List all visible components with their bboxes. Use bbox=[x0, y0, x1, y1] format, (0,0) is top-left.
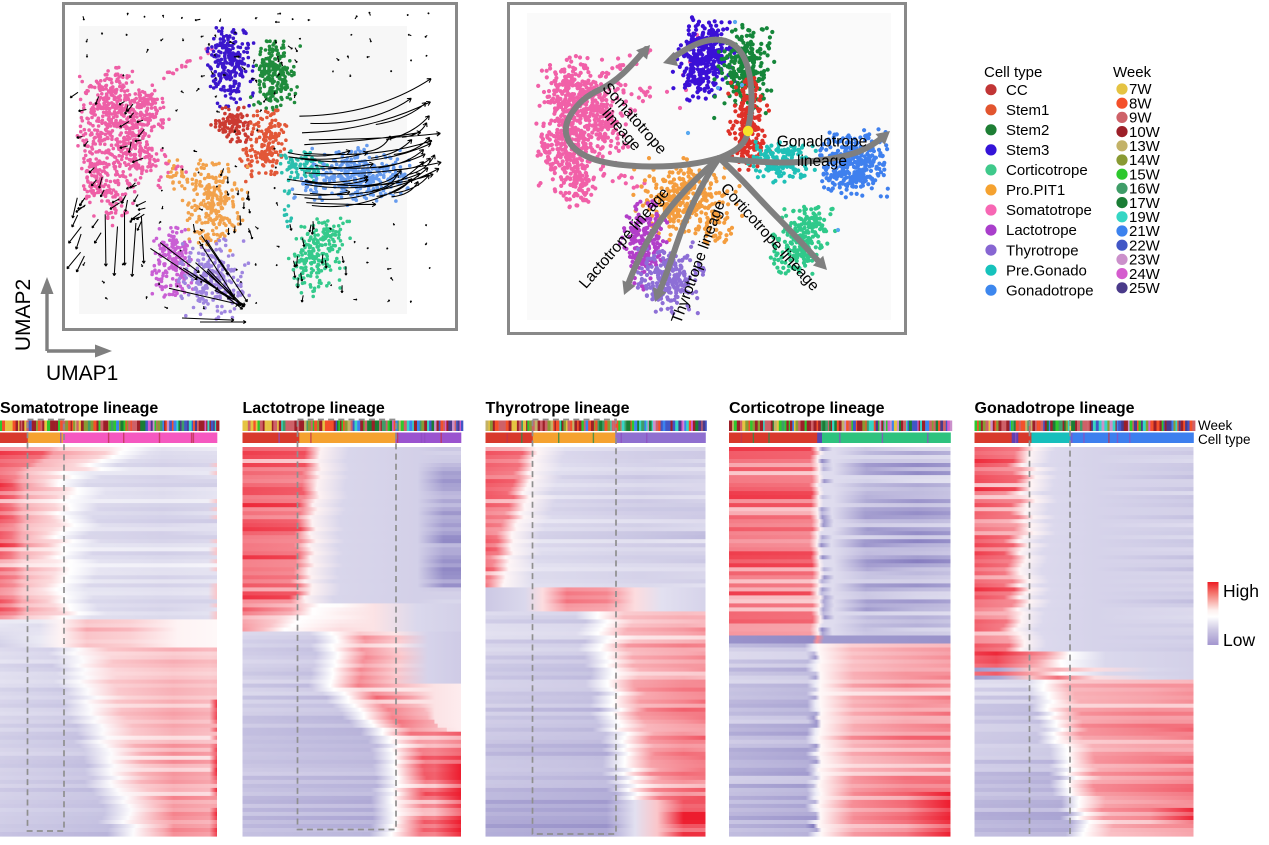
svg-text:Thyrotrope lineage: Thyrotrope lineage bbox=[486, 400, 630, 417]
svg-text:17W: 17W bbox=[1129, 195, 1161, 212]
svg-text:9W: 9W bbox=[1129, 110, 1152, 127]
svg-text:25W: 25W bbox=[1129, 280, 1161, 297]
svg-text:Pro.PIT1: Pro.PIT1 bbox=[1006, 182, 1065, 199]
svg-text:Gonadotrope: Gonadotrope bbox=[777, 134, 868, 151]
svg-text:24W: 24W bbox=[1129, 266, 1161, 283]
svg-text:Stem1: Stem1 bbox=[1006, 102, 1049, 119]
svg-text:Gonadotrope lineage: Gonadotrope lineage bbox=[975, 400, 1135, 417]
svg-text:Corticotrope lineage: Corticotrope lineage bbox=[729, 400, 885, 417]
svg-text:Lactotrope: Lactotrope bbox=[1006, 222, 1077, 239]
svg-text:Cell type: Cell type bbox=[1198, 432, 1251, 447]
svg-text:15W: 15W bbox=[1129, 166, 1161, 183]
svg-text:Somatotrope lineage: Somatotrope lineage bbox=[0, 400, 158, 417]
svg-text:Week: Week bbox=[1113, 64, 1152, 81]
svg-text:Week: Week bbox=[1198, 418, 1233, 433]
svg-text:16W: 16W bbox=[1129, 181, 1161, 198]
svg-text:22W: 22W bbox=[1129, 237, 1161, 254]
svg-text:Pre.Gonado: Pre.Gonado bbox=[1006, 262, 1087, 279]
svg-text:High: High bbox=[1223, 581, 1259, 601]
svg-text:Thyrotrope: Thyrotrope bbox=[1006, 242, 1079, 259]
svg-text:19W: 19W bbox=[1129, 209, 1161, 226]
svg-text:Gonadotrope: Gonadotrope bbox=[1006, 282, 1094, 299]
svg-text:21W: 21W bbox=[1129, 223, 1161, 240]
svg-text:lineage: lineage bbox=[797, 153, 847, 170]
svg-text:8W: 8W bbox=[1129, 95, 1152, 112]
svg-text:Lactotrope lineage: Lactotrope lineage bbox=[243, 400, 385, 417]
svg-text:Cell type: Cell type bbox=[984, 64, 1042, 81]
svg-text:Corticotrope: Corticotrope bbox=[1006, 162, 1088, 179]
svg-text:UMAP1: UMAP1 bbox=[46, 362, 118, 385]
svg-text:13W: 13W bbox=[1129, 138, 1161, 155]
svg-text:Low: Low bbox=[1223, 630, 1255, 650]
svg-text:14W: 14W bbox=[1129, 152, 1161, 169]
svg-text:23W: 23W bbox=[1129, 252, 1161, 269]
svg-text:CC: CC bbox=[1006, 82, 1028, 99]
svg-text:UMAP2: UMAP2 bbox=[12, 279, 35, 351]
svg-text:10W: 10W bbox=[1129, 124, 1161, 141]
svg-text:7W: 7W bbox=[1129, 81, 1152, 98]
svg-text:Stem3: Stem3 bbox=[1006, 142, 1049, 159]
svg-text:Stem2: Stem2 bbox=[1006, 122, 1049, 139]
svg-text:Somatotrope: Somatotrope bbox=[1006, 202, 1092, 219]
